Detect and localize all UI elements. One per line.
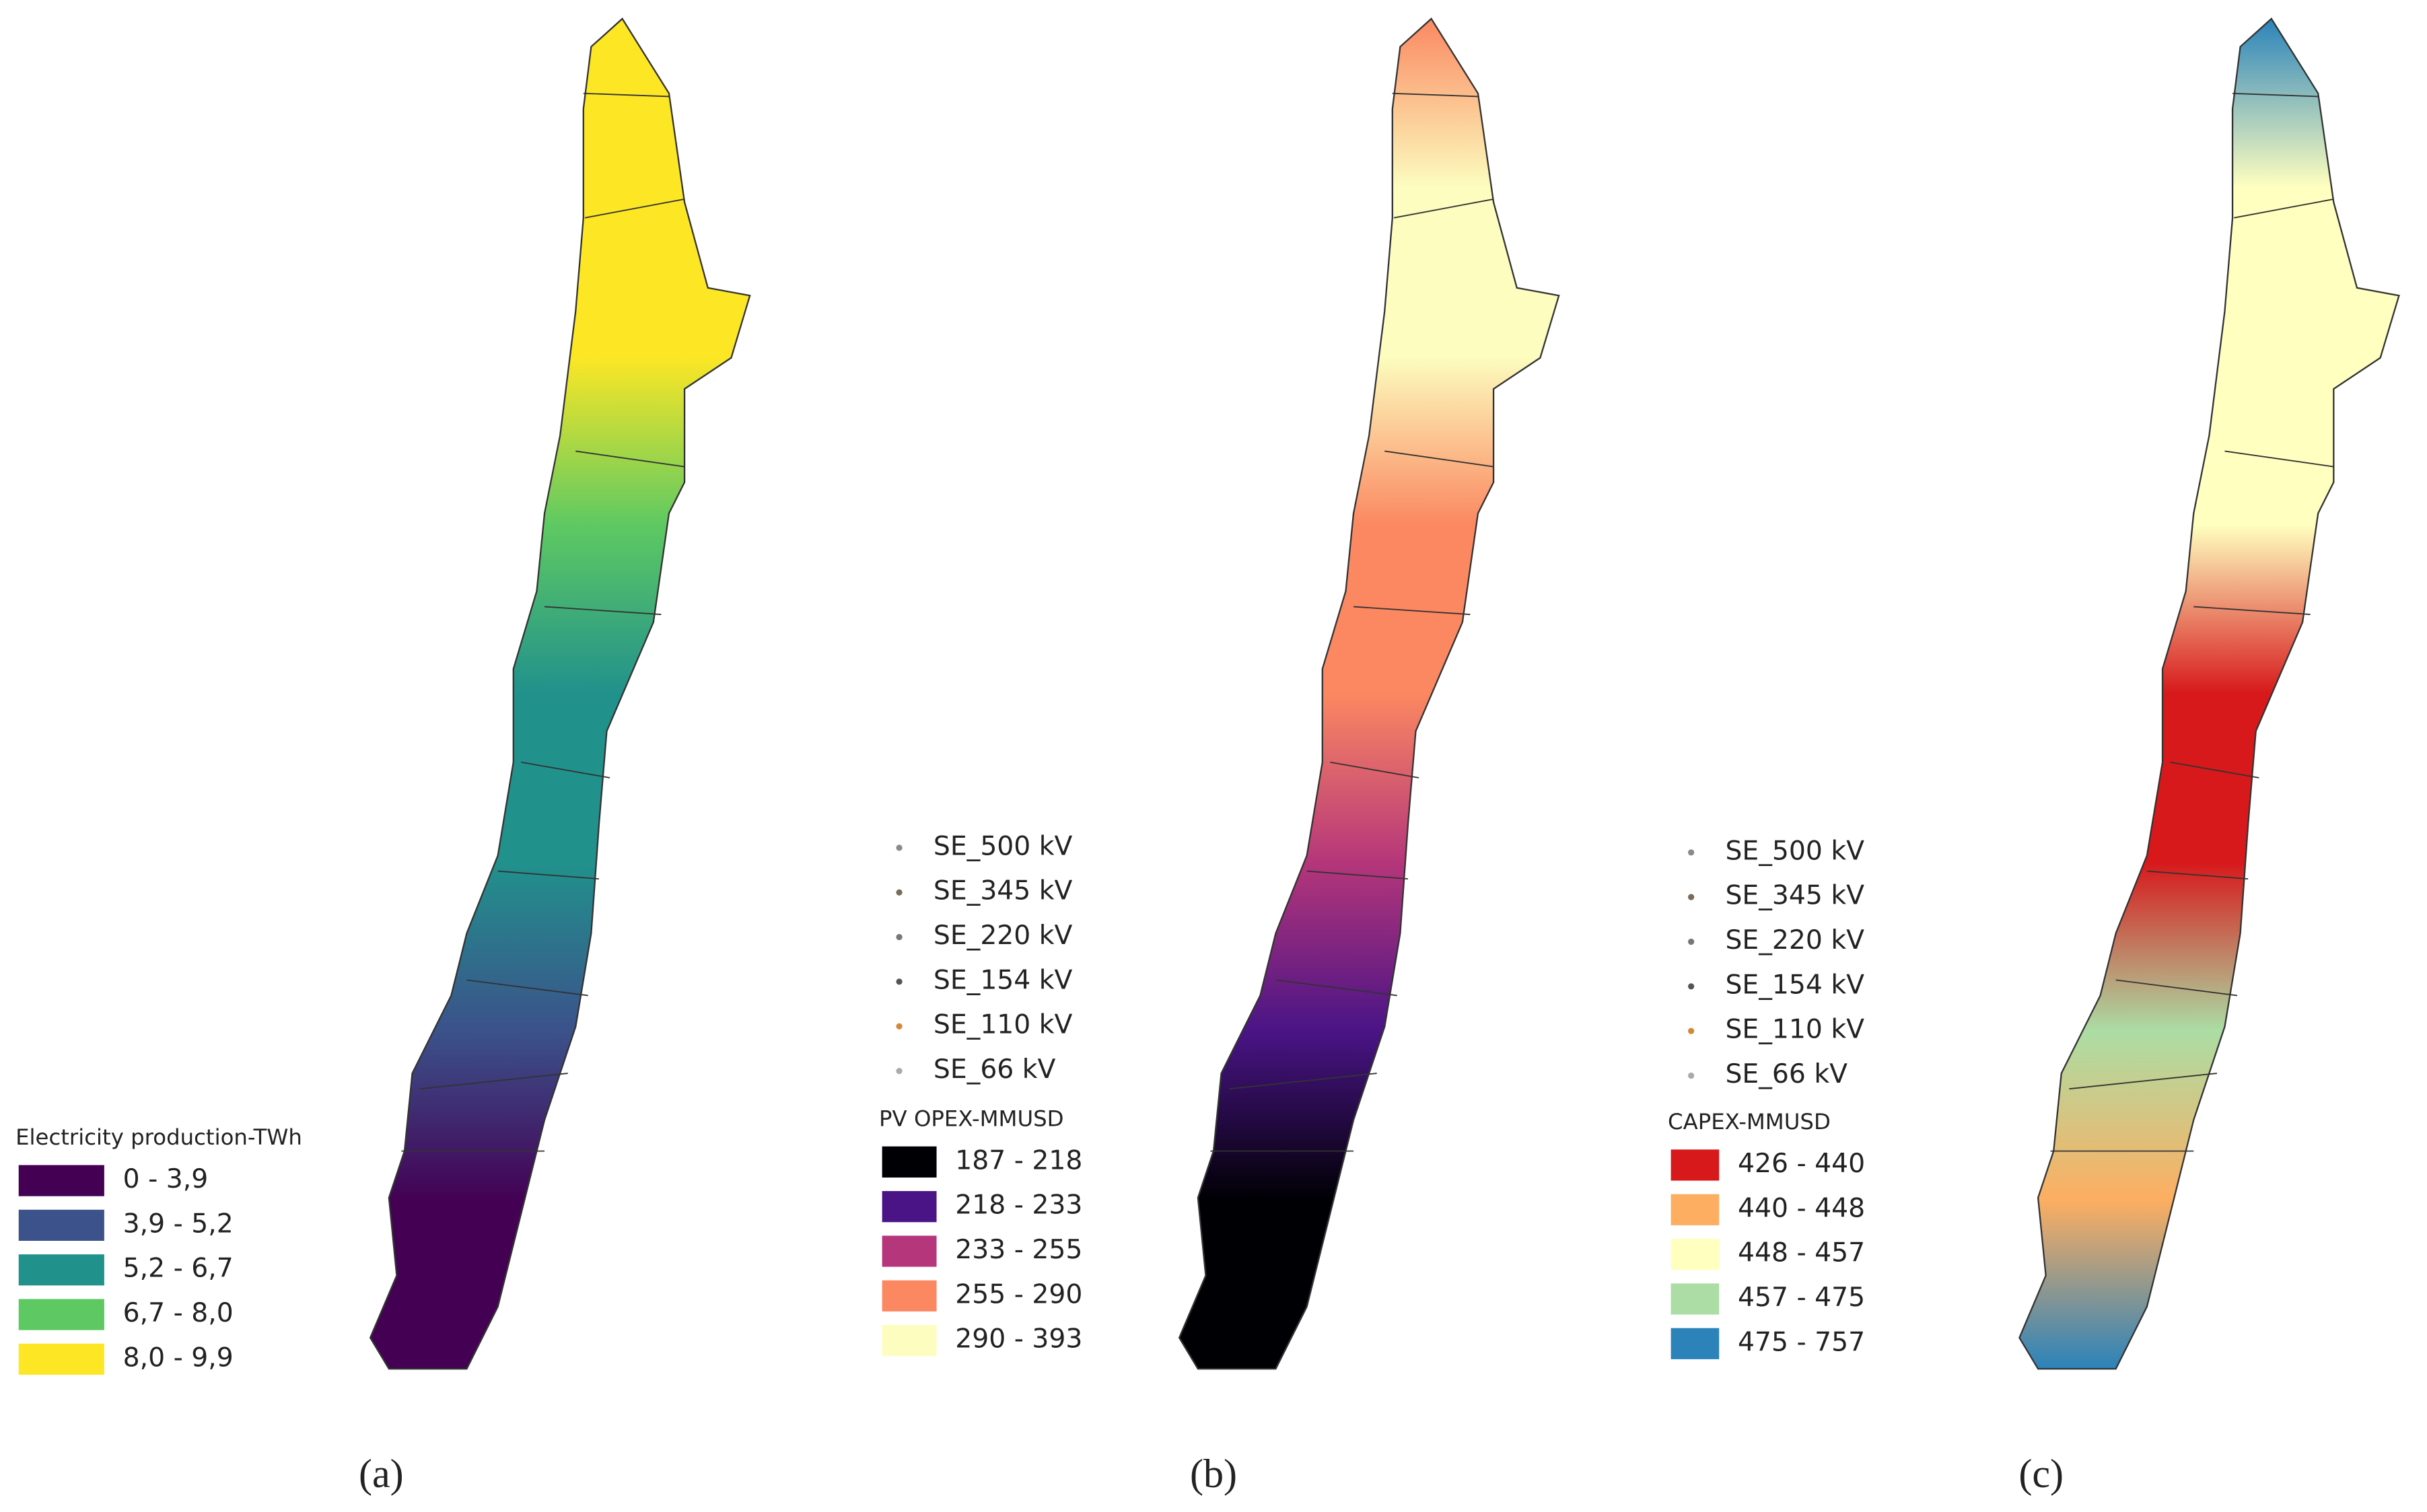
substation-symbol bbox=[896, 933, 903, 941]
substation-label: SE_345 kV bbox=[1725, 881, 1864, 911]
substation-symbol bbox=[1688, 1028, 1695, 1034]
panel-caption: (c) bbox=[2018, 1451, 2064, 1497]
region-border bbox=[1353, 606, 1471, 616]
region-border bbox=[1393, 199, 1494, 219]
substation-label: SE_154 kV bbox=[934, 965, 1073, 995]
region-border bbox=[583, 92, 669, 98]
region-border bbox=[466, 979, 588, 997]
legend-title: CAPEX-MMUSD bbox=[1668, 1109, 1831, 1135]
legend-label: 8,0 - 9,9 bbox=[123, 1342, 234, 1373]
legend-label: 0 - 3,9 bbox=[123, 1164, 209, 1194]
legend-label: 426 - 440 bbox=[1738, 1149, 1865, 1179]
substation-symbol bbox=[896, 1023, 903, 1030]
legends: Electricity production-TWh 0 - 3,9 3,9 - 5… bbox=[15, 831, 2064, 1496]
legend-title: PV OPEX-MMUSD bbox=[879, 1106, 1064, 1131]
region-border bbox=[1275, 979, 1397, 997]
substation-symbol bbox=[1688, 894, 1695, 900]
legend-label: 5,2 - 6,7 bbox=[123, 1254, 234, 1284]
legend-swatch bbox=[1670, 1149, 1720, 1181]
region-border bbox=[544, 606, 662, 616]
region-border bbox=[2232, 92, 2319, 98]
legend-label: 187 - 218 bbox=[955, 1145, 1082, 1176]
substation-symbol bbox=[896, 978, 903, 985]
legend-label: 290 - 393 bbox=[955, 1324, 1082, 1355]
region-border bbox=[1229, 1073, 1377, 1090]
region-border bbox=[521, 761, 610, 779]
legend-label: 448 - 457 bbox=[1738, 1238, 1865, 1268]
legend-label: 255 - 290 bbox=[955, 1279, 1082, 1309]
substation-label: SE_500 kV bbox=[1725, 836, 1864, 866]
substation-symbol bbox=[1688, 849, 1695, 856]
legend-label: 218 - 233 bbox=[955, 1190, 1082, 1221]
country-map bbox=[2018, 17, 2400, 1370]
substation-label: SE_66 kV bbox=[934, 1054, 1056, 1085]
legend-swatch bbox=[882, 1235, 937, 1267]
legend-swatch bbox=[882, 1280, 937, 1311]
substation-label: SE_66 kV bbox=[1725, 1059, 1848, 1089]
legend-swatch bbox=[1670, 1239, 1720, 1270]
substation-label: SE_220 kV bbox=[1725, 925, 1864, 956]
legend-label: 233 - 255 bbox=[955, 1235, 1082, 1265]
legend-swatch bbox=[18, 1209, 104, 1241]
legend-swatch bbox=[18, 1343, 104, 1375]
substation-label: SE_500 kV bbox=[934, 831, 1073, 861]
legend-swatch bbox=[1670, 1283, 1720, 1315]
region-border bbox=[2170, 761, 2259, 779]
panel-caption: (a) bbox=[359, 1451, 404, 1497]
region-border bbox=[2234, 199, 2334, 219]
region-border bbox=[2069, 1073, 2218, 1090]
legend-swatch bbox=[1670, 1328, 1720, 1359]
panel-caption: (b) bbox=[1190, 1451, 1237, 1497]
region-border bbox=[2146, 870, 2249, 880]
legend-title: Electricity production-TWh bbox=[15, 1124, 302, 1150]
legend-swatch bbox=[18, 1299, 104, 1330]
legend-swatch bbox=[18, 1254, 104, 1286]
region-border bbox=[584, 199, 685, 219]
substation-symbol bbox=[1688, 983, 1695, 990]
substation-symbol bbox=[896, 1067, 903, 1075]
region-border bbox=[2224, 450, 2334, 468]
substation-label: SE_110 kV bbox=[934, 1010, 1073, 1040]
substation-label: SE_345 kV bbox=[934, 876, 1073, 906]
region-border bbox=[1330, 761, 1419, 779]
legend-label: 440 - 448 bbox=[1738, 1193, 1865, 1223]
legend-label: 457 - 475 bbox=[1738, 1283, 1865, 1313]
country-map bbox=[369, 17, 751, 1370]
substation-symbol bbox=[1688, 938, 1695, 945]
substation-label: SE_110 kV bbox=[1725, 1015, 1864, 1045]
substation-symbol bbox=[896, 889, 903, 896]
country-map bbox=[1178, 17, 1560, 1370]
legend-swatch bbox=[1670, 1194, 1720, 1225]
region-border bbox=[497, 870, 600, 880]
region-border bbox=[2115, 979, 2238, 997]
substation-symbol bbox=[896, 844, 903, 851]
region-border bbox=[575, 450, 685, 468]
legend-swatch bbox=[882, 1146, 937, 1178]
region-border bbox=[2193, 606, 2311, 616]
maps bbox=[369, 17, 2400, 1370]
legend-label: 475 - 757 bbox=[1738, 1327, 1865, 1357]
legend-label: 3,9 - 5,2 bbox=[123, 1209, 234, 1239]
substation-label: SE_154 kV bbox=[1725, 970, 1864, 1000]
region-border bbox=[1392, 92, 1478, 98]
legend-swatch bbox=[18, 1165, 104, 1196]
substation-symbol bbox=[1688, 1072, 1695, 1079]
legend-swatch bbox=[882, 1325, 937, 1357]
substation-label: SE_220 kV bbox=[934, 921, 1073, 951]
region-border bbox=[420, 1073, 568, 1090]
region-border bbox=[1384, 450, 1494, 468]
legend-swatch bbox=[882, 1191, 937, 1223]
legend-label: 6,7 - 8,0 bbox=[123, 1298, 234, 1328]
region-border bbox=[1306, 870, 1409, 880]
